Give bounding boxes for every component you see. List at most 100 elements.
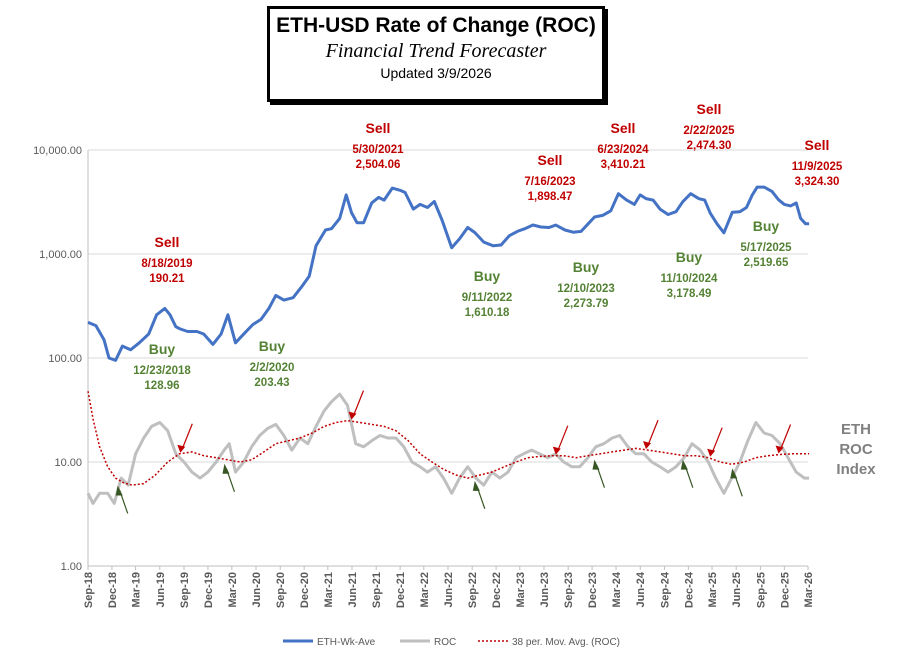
x-tick-label: Dec-22	[491, 572, 503, 608]
signal-label: Buy	[573, 259, 600, 275]
signal-label: Sell	[155, 234, 180, 250]
x-tick-label: Jun-19	[155, 572, 167, 607]
price-line	[87, 185, 810, 362]
x-tick-label: Dec-20	[299, 572, 311, 608]
sell-arrow	[711, 427, 723, 453]
roc-index-label-line: Index	[836, 461, 876, 478]
x-tick-label: Mar-26	[803, 572, 815, 607]
signal-date: 9/11/2022	[462, 292, 513, 304]
x-tick-label: Sep-20	[275, 572, 287, 608]
signal-price: 2,273.79	[564, 298, 609, 310]
buy-arrowhead	[592, 459, 600, 470]
x-tick-label: Sep-25	[755, 572, 767, 608]
x-tick-label: Sep-23	[563, 572, 575, 608]
signal-price: 203.43	[254, 377, 289, 389]
signal-date: 6/23/2024	[597, 144, 649, 156]
sell-arrowhead	[775, 445, 784, 454]
x-tick-label: Dec-25	[779, 572, 791, 608]
signal-label: Buy	[149, 341, 176, 357]
sell-arrowhead	[643, 441, 652, 450]
signal-date: 5/17/2025	[740, 242, 792, 254]
y-tick-label: 1,000.00	[39, 249, 82, 261]
sell-arrow	[352, 390, 365, 416]
y-tick-label: 100.00	[48, 353, 82, 365]
sell-arrowhead	[348, 411, 357, 420]
signal-price: 3,410.21	[601, 159, 646, 171]
chart-title: ETH-USD Rate of Change (ROC)	[276, 14, 596, 37]
signal-label: Buy	[753, 218, 780, 234]
buy-arrowhead	[680, 459, 688, 470]
signal-date: 11/9/2025	[792, 161, 843, 173]
x-tick-label: Jun-21	[347, 572, 359, 607]
x-tick-label: Dec-23	[587, 572, 599, 608]
x-tick-label: Sep-19	[179, 572, 191, 608]
y-tick-label: 1.00	[61, 561, 82, 573]
x-tick-label: Jun-24	[635, 571, 647, 607]
x-tick-label: Mar-21	[323, 572, 335, 607]
sell-arrow	[557, 425, 569, 451]
y-tick-label: 10,000.00	[33, 145, 82, 157]
sell-arrowhead	[707, 448, 716, 457]
x-tick-label: Sep-22	[467, 572, 479, 608]
roc-index-label-line: ETH	[841, 421, 871, 438]
legend-label: ROC	[434, 637, 456, 648]
signal-label: Buy	[676, 249, 703, 265]
buy-arrowhead	[730, 468, 738, 479]
signal-date: 8/18/2019	[141, 258, 192, 270]
signal-price: 2,474.30	[687, 140, 732, 152]
x-tick-label: Mar-19	[131, 572, 143, 607]
signal-price: 1,898.47	[528, 191, 573, 203]
x-tick-label: Jun-23	[539, 572, 551, 607]
signal-date: 2/2/2020	[250, 362, 295, 374]
signal-date: 7/16/2023	[524, 176, 575, 188]
buy-arrowhead	[472, 480, 480, 491]
y-tick-label: 10.00	[54, 457, 82, 469]
signal-date: 12/10/2023	[557, 283, 615, 295]
signal-date: 12/23/2018	[133, 365, 191, 377]
chart-subtitle: Financial Trend Forecaster	[325, 40, 547, 62]
x-tick-label: Sep-24	[659, 571, 671, 608]
roc-line	[86, 392, 810, 505]
signal-label: Buy	[259, 338, 286, 354]
moving-average-line	[87, 391, 810, 486]
signal-price: 1,610.18	[465, 307, 510, 319]
legend-label: 38 per. Mov. Avg. (ROC)	[512, 637, 620, 648]
x-tick-label: Jun-25	[731, 572, 743, 607]
roc-index-label-line: ROC	[839, 441, 873, 458]
x-tick-label: Jun-22	[443, 572, 455, 607]
signal-label: Sell	[805, 137, 830, 153]
x-tick-label: Jun-20	[251, 572, 263, 607]
x-tick-label: Mar-25	[707, 572, 719, 607]
signal-price: 3,178.49	[667, 288, 712, 300]
x-tick-label: Mar-22	[419, 572, 431, 607]
signal-price: 2,504.06	[356, 159, 401, 171]
signal-date: 2/22/2025	[683, 125, 735, 137]
signal-price: 128.96	[144, 380, 179, 392]
sell-arrowhead	[552, 446, 561, 455]
legend-label: ETH-Wk-Ave	[317, 637, 376, 648]
x-tick-label: Dec-21	[395, 572, 407, 608]
x-tick-label: Sep-18	[83, 572, 95, 608]
x-tick-label: Mar-20	[227, 572, 239, 607]
sell-arrow	[647, 419, 659, 446]
sell-arrow	[779, 424, 792, 450]
x-tick-label: Dec-18	[107, 572, 119, 608]
signal-price: 3,324.30	[795, 176, 840, 188]
x-tick-label: Dec-24	[683, 571, 695, 608]
x-tick-label: Sep-21	[371, 572, 383, 608]
sell-arrow	[181, 423, 193, 449]
updated-date: Updated 3/9/2026	[380, 65, 492, 81]
buy-arrowhead	[222, 463, 230, 474]
signal-price: 190.21	[149, 273, 185, 285]
signal-price: 2,519.65	[744, 257, 789, 269]
signal-label: Sell	[538, 152, 563, 168]
x-tick-label: Mar-24	[611, 571, 623, 607]
buy-arrowhead	[115, 485, 123, 496]
x-tick-label: Dec-19	[203, 572, 215, 608]
signal-label: Sell	[611, 120, 636, 136]
signal-label: Sell	[697, 101, 722, 117]
x-tick-label: Mar-23	[515, 572, 527, 607]
signal-date: 5/30/2021	[352, 144, 404, 156]
